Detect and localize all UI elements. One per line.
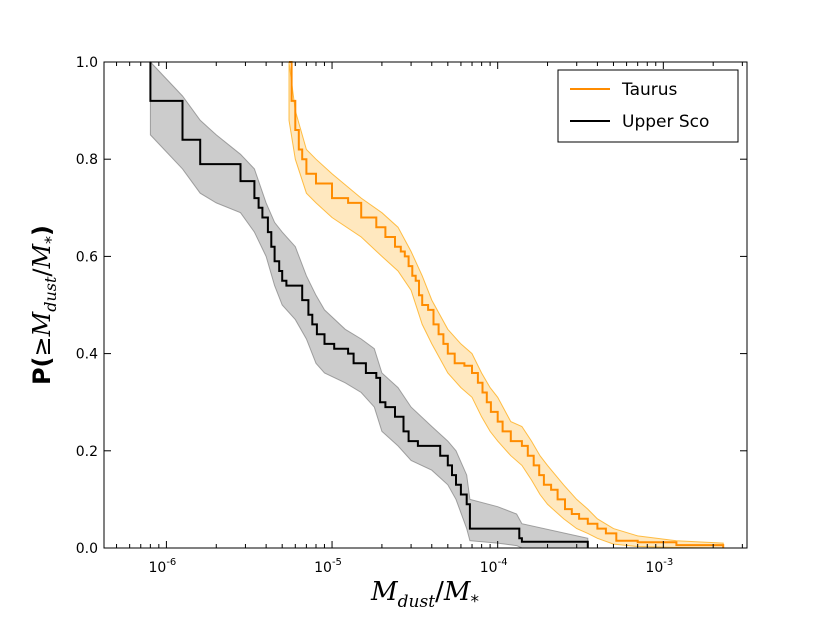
svg-text:P(≥Mdust/M*): P(≥Mdust/M*)	[28, 225, 60, 385]
x-label-m: M	[370, 577, 399, 607]
x-label-m2: M	[443, 577, 472, 607]
plot-frame	[103, 61, 748, 549]
legend-label-taurus: Taurus	[621, 80, 678, 100]
x-label-slash: /	[435, 577, 444, 607]
y-axis-label: P(≥Mdust/M*)	[28, 225, 60, 385]
y-label-close: )	[28, 225, 56, 236]
series-lines	[149, 61, 725, 548]
legend-label-upper-sco: Upper Sco	[622, 112, 709, 132]
axis-ticks: 0.0 0.2 0.4 0.6 0.8 1.0 10-6 10-5 10-4 10-3	[76, 55, 747, 576]
y-tick-label: 0.4	[76, 347, 98, 363]
y-label-ge: ≥	[28, 336, 56, 356]
y-label-m2: M	[28, 243, 56, 270]
series-line-taurus	[289, 61, 725, 548]
x-tick-label: 10-3	[645, 557, 673, 576]
x-axis-label: Mdust/M*	[370, 577, 479, 612]
x-tick-label: 10-6	[148, 557, 176, 576]
x-tick-label: 10-4	[480, 557, 508, 576]
x-label-dust: dust	[398, 592, 436, 612]
y-tick-label: 0.2	[76, 444, 98, 460]
series-line-upper-sco	[149, 62, 589, 548]
y-label-star: *	[41, 236, 60, 244]
y-tick-label: 1.0	[76, 55, 98, 71]
y-tick-label: 0.6	[76, 249, 98, 265]
y-label-p: P(	[28, 356, 56, 385]
x-label-star: *	[470, 592, 479, 612]
y-tick-label: 0.8	[76, 152, 98, 168]
y-label-dust: dust	[41, 276, 60, 312]
y-label-m: M	[28, 310, 56, 337]
band-upper-sco	[149, 60, 589, 549]
x-tick-label: 10-5	[314, 557, 342, 576]
legend: Taurus Upper Sco	[557, 69, 739, 143]
y-tick-label: 0.0	[76, 541, 98, 557]
legend-box	[557, 69, 739, 143]
y-label-slash: /	[28, 268, 56, 277]
